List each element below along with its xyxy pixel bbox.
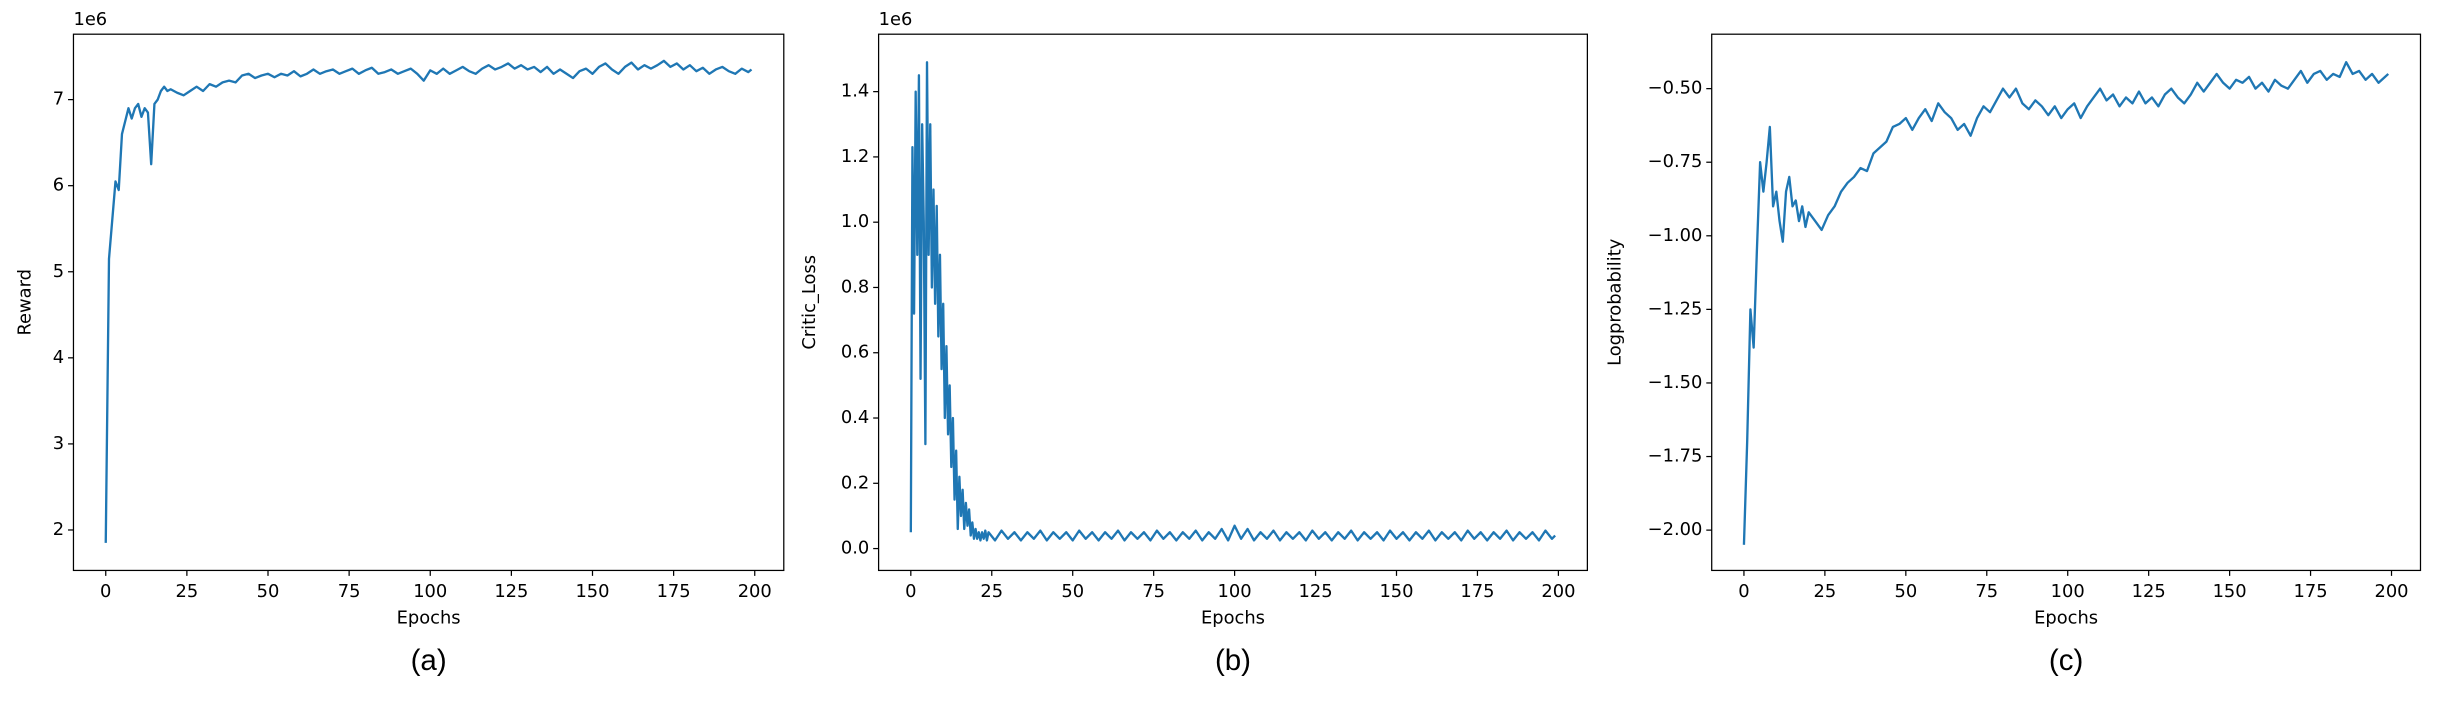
y-axis-label: Critic_Loss (799, 255, 820, 350)
y-tick-label: 0.6 (841, 342, 869, 363)
y-tick-label: 5 (53, 261, 64, 282)
data-line (1742, 60, 2390, 545)
x-tick-label: 150 (2213, 581, 2247, 602)
subplot-caption: (b) (1215, 644, 1251, 677)
y-tick-label: −1.00 (1648, 225, 1703, 246)
x-tick-label: 175 (1460, 581, 1494, 602)
x-tick-label: 25 (176, 581, 199, 602)
y-tick-label: −1.50 (1648, 372, 1703, 393)
x-tick-label: 200 (2374, 581, 2408, 602)
y-tick-label: 1.0 (841, 211, 869, 232)
x-tick-label: 50 (257, 581, 280, 602)
x-axis-label: Epochs (397, 608, 461, 629)
x-tick-label: 25 (1814, 581, 1837, 602)
plot-frame (72, 33, 785, 572)
y-tick-label: 1.2 (841, 146, 869, 167)
subplot-caption: (c) (2049, 644, 2083, 677)
x-tick-label: 0 (1738, 581, 1749, 602)
x-axis-label: Epochs (1201, 608, 1265, 629)
x-tick-label: 75 (338, 581, 361, 602)
plot-frame (1711, 33, 2422, 572)
x-tick-label: 100 (1218, 581, 1252, 602)
y-tick-label: 0.8 (841, 276, 869, 297)
y-tick-label: 0.4 (841, 407, 869, 428)
y-tick-label: 6 (53, 175, 64, 196)
x-tick-label: 200 (1541, 581, 1575, 602)
y-tick-label: 1.4 (841, 81, 869, 102)
y-offset-text: 1e6 (879, 9, 913, 30)
x-tick-label: 125 (494, 581, 528, 602)
subplot-caption: (a) (411, 644, 447, 677)
x-tick-label: 0 (905, 581, 916, 602)
x-tick-label: 50 (1061, 581, 1084, 602)
y-tick-label: −0.75 (1648, 151, 1703, 172)
y-tick-label: 0.2 (841, 472, 869, 493)
x-tick-label: 125 (1299, 581, 1333, 602)
y-tick-label: 7 (53, 89, 64, 110)
y-tick-label: 0.0 (841, 538, 869, 559)
x-tick-label: 175 (2294, 581, 2328, 602)
x-tick-label: 150 (575, 581, 609, 602)
x-tick-label: 150 (1379, 581, 1413, 602)
x-tick-label: 75 (1975, 581, 1998, 602)
x-tick-label: 200 (738, 581, 772, 602)
y-tick-label: −1.25 (1648, 298, 1703, 319)
x-tick-label: 25 (980, 581, 1003, 602)
data-line (104, 59, 753, 543)
x-tick-label: 175 (657, 581, 691, 602)
x-axis-label: Epochs (2034, 608, 2098, 629)
x-tick-label: 100 (2051, 581, 2085, 602)
y-tick-label: 4 (53, 347, 64, 368)
x-tick-label: 50 (1894, 581, 1917, 602)
y-tick-label: −2.00 (1648, 519, 1703, 540)
x-tick-label: 75 (1142, 581, 1165, 602)
data-line (909, 61, 1556, 542)
y-offset-text: 1e6 (73, 9, 107, 30)
y-axis-label: Logprobability (1604, 238, 1625, 366)
y-axis-label: Reward (14, 269, 35, 336)
x-tick-label: 100 (413, 581, 447, 602)
y-tick-label: −0.50 (1648, 78, 1703, 99)
plot-frame (877, 33, 1588, 572)
x-tick-label: 0 (100, 581, 111, 602)
y-tick-label: −1.75 (1648, 446, 1703, 467)
y-tick-label: 3 (53, 433, 64, 454)
y-tick-label: 2 (53, 519, 64, 540)
x-tick-label: 125 (2132, 581, 2166, 602)
